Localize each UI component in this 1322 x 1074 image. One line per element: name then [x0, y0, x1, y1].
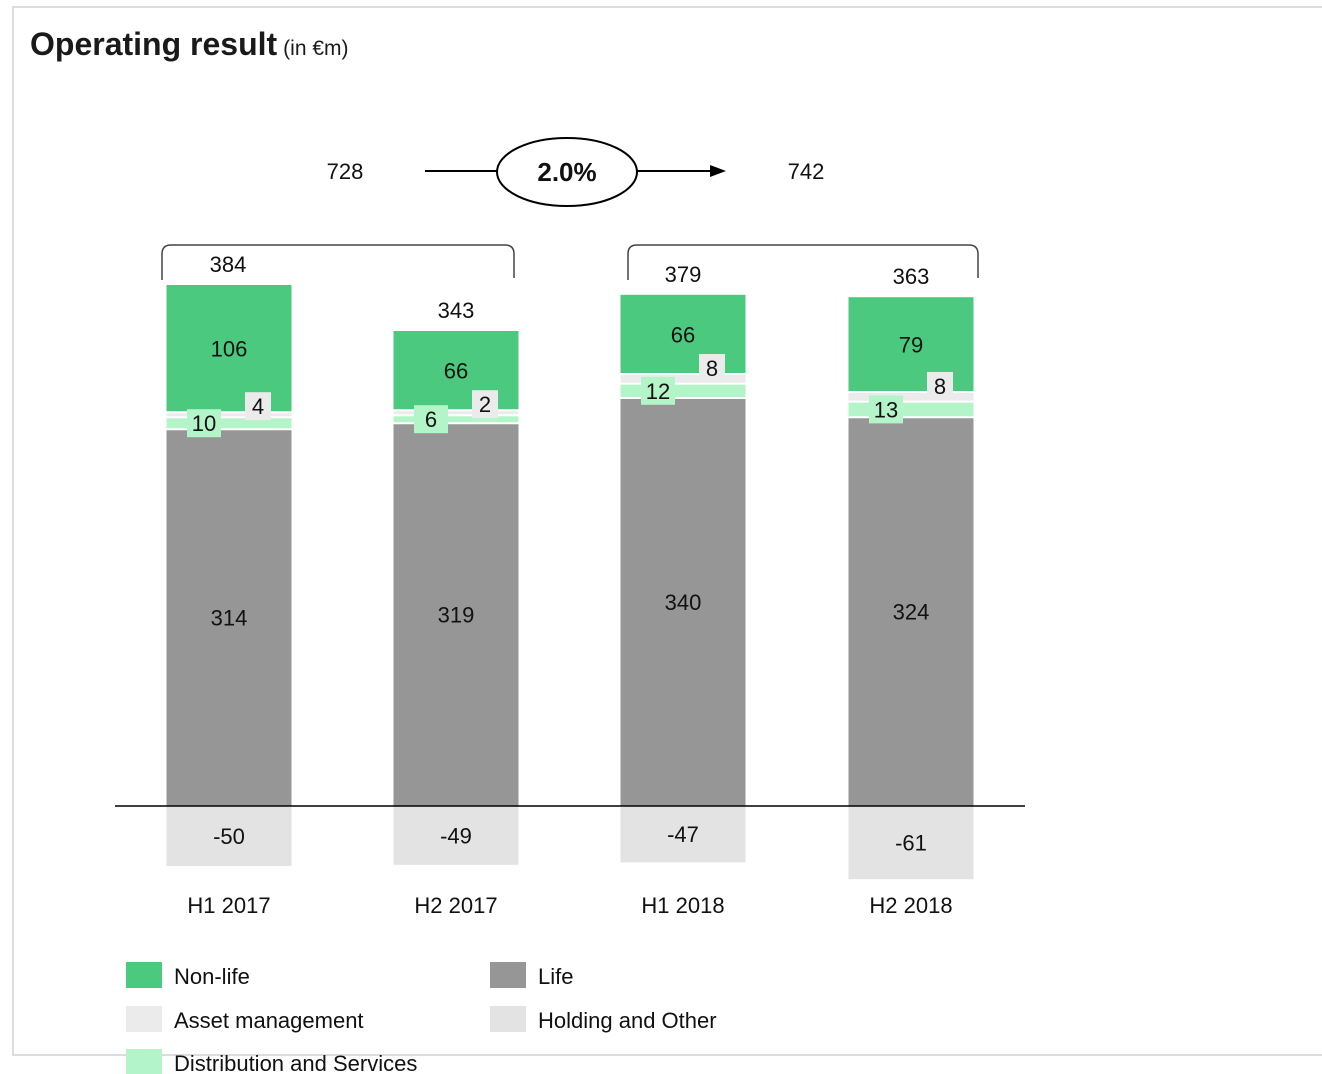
bracket-2017 [161, 244, 515, 280]
data-label-distribution: 10 [192, 411, 216, 436]
callout-asset-box [699, 354, 725, 382]
data-label-non-life: 106 [211, 337, 248, 362]
data-label-holding-other: -61 [895, 831, 927, 856]
legend-swatch-dist [126, 1049, 162, 1074]
callout-asset-box [245, 392, 271, 421]
callout-distribution-box [869, 395, 903, 424]
x-tick-label: H1 2017 [187, 893, 270, 918]
bar-asset-management [393, 410, 519, 416]
growth-to-label: 742 [788, 159, 825, 184]
data-label-distribution: 13 [874, 397, 898, 422]
bar-distribution [166, 417, 292, 430]
data-label-life: 340 [665, 590, 702, 615]
callout-asset-box [472, 390, 498, 419]
bar-life [393, 423, 519, 806]
legend-swatch-life [490, 962, 526, 988]
bar-holding-other [166, 806, 292, 866]
data-label-distribution: 12 [646, 379, 670, 404]
bar-holding-other [848, 806, 974, 880]
data-label-holding-other: -49 [440, 823, 472, 848]
legend-label-dist: Distribution and Services [174, 1051, 417, 1074]
bar-life [848, 417, 974, 806]
legend-swatch-asset [126, 1006, 162, 1032]
bar-asset-management [848, 392, 974, 402]
data-label-total: 363 [893, 264, 930, 289]
bar-life [166, 429, 292, 806]
data-label-asset-management: 2 [479, 392, 491, 417]
bar-asset-management [166, 412, 292, 418]
bar-distribution [393, 415, 519, 424]
bracket-2018 [627, 244, 979, 280]
data-label-distribution: 6 [425, 407, 437, 432]
callout-distribution-box [641, 376, 675, 405]
growth-arrowhead [710, 165, 726, 177]
chart-title: Operating result (in €m) [30, 26, 349, 63]
title-unit: (in €m) [283, 37, 349, 60]
bars-group: 314 106 -50 10 4 384 H1 2017 319 66 -49 6 2 343 H2 20… [166, 252, 974, 918]
data-label-non-life: 66 [444, 359, 468, 384]
data-label-total: 384 [210, 252, 247, 277]
bar-distribution [620, 383, 746, 398]
data-label-total: 343 [438, 298, 475, 323]
data-label-total: 379 [665, 262, 702, 287]
callout-distribution-box [187, 409, 221, 438]
legend-label-holding: Holding and Other [538, 1008, 717, 1033]
data-label-non-life: 79 [899, 333, 923, 358]
legend-swatch-nonlife [126, 962, 162, 988]
legend: Non-life Life Asset management Holding and … [126, 962, 717, 1074]
x-tick-label: H2 2017 [414, 893, 497, 918]
data-label-asset-management: 8 [706, 356, 718, 381]
growth-rate-ellipse [496, 137, 638, 207]
legend-label-nonlife: Non-life [174, 964, 250, 989]
data-label-asset-management: 8 [934, 374, 946, 399]
bar-non-life [166, 285, 292, 413]
chart-frame [12, 6, 1322, 1056]
bar-distribution [848, 401, 974, 418]
bar-holding-other [620, 806, 746, 863]
legend-swatch-holding [490, 1006, 526, 1032]
callout-asset-box [927, 372, 953, 400]
data-label-non-life: 66 [671, 322, 695, 347]
data-label-asset-management: 4 [252, 394, 264, 419]
data-label-life: 314 [211, 606, 248, 631]
data-label-life: 324 [893, 600, 930, 625]
bar-life [620, 398, 746, 806]
data-label-holding-other: -47 [667, 822, 699, 847]
x-tick-label: H1 2018 [641, 893, 724, 918]
legend-label-life: Life [538, 964, 573, 989]
bar-asset-management [620, 374, 746, 384]
growth-rate-label: 2.0% [537, 157, 596, 187]
data-label-life: 319 [438, 603, 475, 628]
legend-label-asset: Asset management [174, 1008, 364, 1033]
data-label-holding-other: -50 [213, 824, 245, 849]
growth-from-label: 728 [327, 159, 364, 184]
bar-holding-other [393, 806, 519, 865]
x-tick-label: H2 2018 [869, 893, 952, 918]
title-text: Operating result [30, 26, 278, 62]
callout-distribution-box [414, 405, 448, 434]
